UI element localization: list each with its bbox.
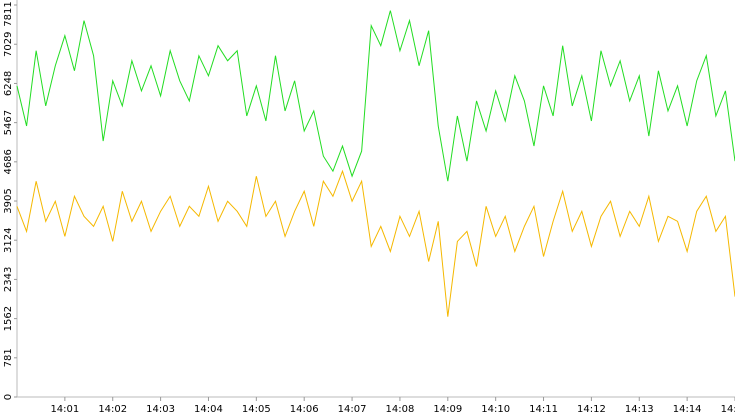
y-tick-label: 2343	[3, 267, 14, 292]
x-tick-label: 14:08	[386, 404, 415, 415]
y-tick-label: 781	[3, 348, 14, 367]
x-tick-label: 14:09	[433, 404, 462, 415]
x-tick-label: 14:14	[673, 404, 702, 415]
series-line	[16, 169, 735, 317]
x-tick-label: 14:02	[98, 404, 127, 415]
y-tick-label: 6248	[3, 71, 14, 96]
series-line	[16, 10, 735, 182]
x-tick-label: 14:11	[529, 404, 558, 415]
x-tick-label: 14:15	[721, 404, 735, 415]
y-tick-label: 7029	[3, 32, 14, 57]
x-tick-label: 14:06	[290, 404, 319, 415]
y-tick-label: 3905	[3, 188, 14, 213]
x-tick-label: 14:10	[481, 404, 510, 415]
x-tick-label: 14:07	[338, 404, 367, 415]
x-tick-label: 14:03	[146, 404, 175, 415]
x-tick-label: 14:05	[242, 404, 271, 415]
y-tick-label: 4686	[3, 149, 14, 174]
x-tick-label: 14:13	[625, 404, 654, 415]
y-tick-label: 5467	[3, 110, 14, 135]
y-tick-label: 1562	[3, 306, 14, 331]
y-tick-label: 3124	[3, 227, 14, 252]
x-tick-label: 14:04	[194, 404, 223, 415]
y-tick-label: 0	[3, 394, 14, 400]
y-tick-label: 7811	[3, 1, 14, 26]
x-tick-label: 14:12	[577, 404, 606, 415]
x-tick-label: 14:01	[50, 404, 79, 415]
